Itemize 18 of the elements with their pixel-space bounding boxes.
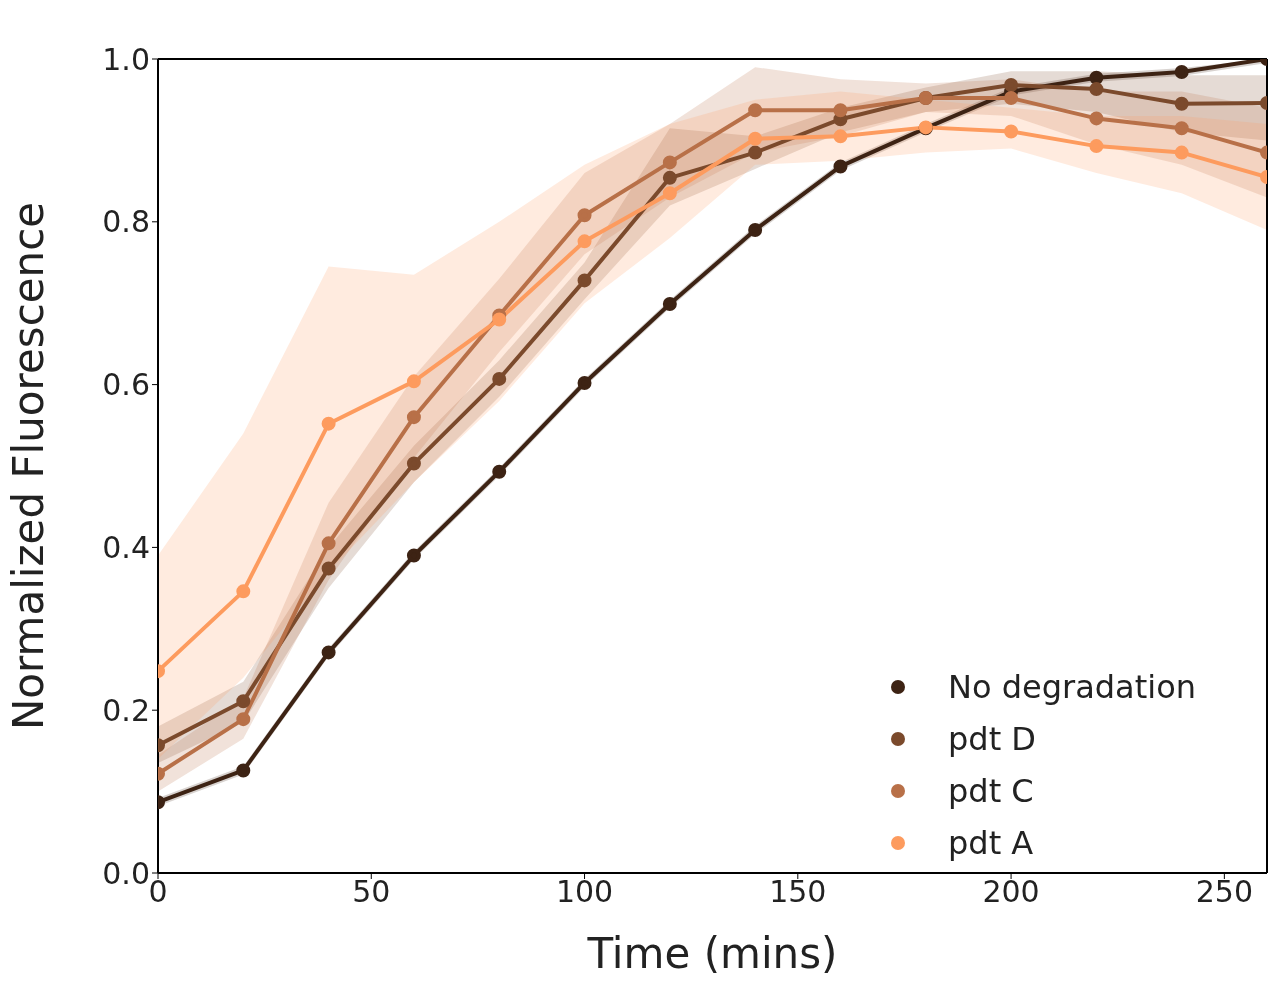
x-tick-label: 150	[769, 874, 827, 910]
x-tick-label: 0	[148, 874, 168, 910]
y-axis-title: Normalized Fluorescence	[3, 201, 53, 731]
y-tick-label: 0.2	[102, 692, 150, 728]
y-tick-label: 0.6	[102, 367, 150, 403]
legend-label: pdt C	[948, 772, 1034, 810]
legend-label: No degradation	[948, 668, 1196, 706]
y-tick-label: 0.8	[102, 204, 150, 240]
x-tick-label: 50	[352, 874, 391, 910]
legend-label: pdt A	[948, 824, 1034, 862]
x-tick-label: 250	[1195, 874, 1253, 910]
y-tick-label: 1.0	[102, 41, 150, 77]
x-tick-label: 100	[555, 874, 614, 910]
x-tick-label: 200	[982, 874, 1040, 910]
y-tick-label: 0.0	[102, 855, 150, 891]
legend-label: pdt D	[948, 720, 1036, 758]
x-axis-title: Time (mins)	[586, 929, 838, 978]
y-tick-label: 0.4	[102, 530, 150, 566]
